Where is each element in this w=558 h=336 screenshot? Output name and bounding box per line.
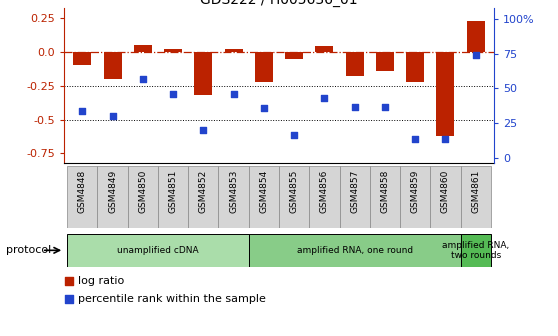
Point — [411, 136, 420, 141]
Text: GSM4860: GSM4860 — [441, 169, 450, 213]
Text: amplified RNA, one round: amplified RNA, one round — [297, 246, 413, 255]
Point — [471, 52, 480, 57]
Point — [441, 136, 450, 141]
Point — [199, 128, 208, 133]
Bar — [224, 49, 243, 52]
Bar — [219, 166, 249, 228]
Bar — [164, 49, 182, 52]
Bar — [466, 20, 485, 52]
Text: GSM4861: GSM4861 — [471, 169, 480, 213]
Bar — [460, 166, 491, 228]
Bar — [249, 166, 279, 228]
Point — [350, 104, 359, 109]
Point — [229, 91, 238, 97]
Bar — [400, 166, 430, 228]
Point — [108, 114, 117, 119]
Point — [65, 296, 74, 302]
Point — [290, 132, 299, 137]
Bar — [67, 234, 249, 267]
Bar — [134, 45, 152, 52]
Bar — [430, 166, 460, 228]
Text: amplified RNA,
two rounds: amplified RNA, two rounds — [442, 241, 509, 260]
Text: GSM4854: GSM4854 — [259, 169, 268, 213]
Title: GDS222 / H005636_01: GDS222 / H005636_01 — [200, 0, 358, 7]
Bar — [194, 52, 213, 95]
Bar — [309, 166, 339, 228]
Bar — [436, 52, 455, 136]
Point — [381, 104, 389, 109]
Bar — [345, 52, 364, 76]
Text: GSM4859: GSM4859 — [411, 169, 420, 213]
Bar — [158, 166, 188, 228]
Point — [169, 91, 177, 97]
Point — [78, 108, 87, 114]
Point — [65, 278, 74, 283]
Bar — [376, 52, 394, 71]
Text: GSM4853: GSM4853 — [229, 169, 238, 213]
Text: GSM4857: GSM4857 — [350, 169, 359, 213]
Bar — [370, 166, 400, 228]
Text: percentile rank within the sample: percentile rank within the sample — [78, 294, 266, 304]
Text: unamplified cDNA: unamplified cDNA — [117, 246, 199, 255]
Text: GSM4851: GSM4851 — [169, 169, 177, 213]
Point — [320, 95, 329, 101]
Text: log ratio: log ratio — [78, 276, 124, 286]
Text: GSM4858: GSM4858 — [381, 169, 389, 213]
Bar — [255, 52, 273, 82]
Point — [138, 76, 147, 81]
Text: GSM4855: GSM4855 — [290, 169, 299, 213]
Text: GSM4850: GSM4850 — [138, 169, 147, 213]
Bar — [339, 166, 370, 228]
Point — [259, 106, 268, 111]
Bar — [73, 52, 92, 65]
Bar — [406, 52, 424, 82]
Bar — [249, 234, 460, 267]
Bar — [128, 166, 158, 228]
Bar — [460, 234, 491, 267]
Text: GSM4852: GSM4852 — [199, 169, 208, 213]
Bar — [188, 166, 219, 228]
Bar — [103, 52, 122, 79]
Bar — [279, 166, 309, 228]
Bar — [67, 166, 98, 228]
Bar — [315, 46, 334, 52]
Text: GSM4848: GSM4848 — [78, 169, 87, 213]
Text: protocol: protocol — [6, 245, 51, 255]
Text: GSM4856: GSM4856 — [320, 169, 329, 213]
Bar — [285, 52, 303, 58]
Text: GSM4849: GSM4849 — [108, 169, 117, 213]
Bar — [98, 166, 128, 228]
